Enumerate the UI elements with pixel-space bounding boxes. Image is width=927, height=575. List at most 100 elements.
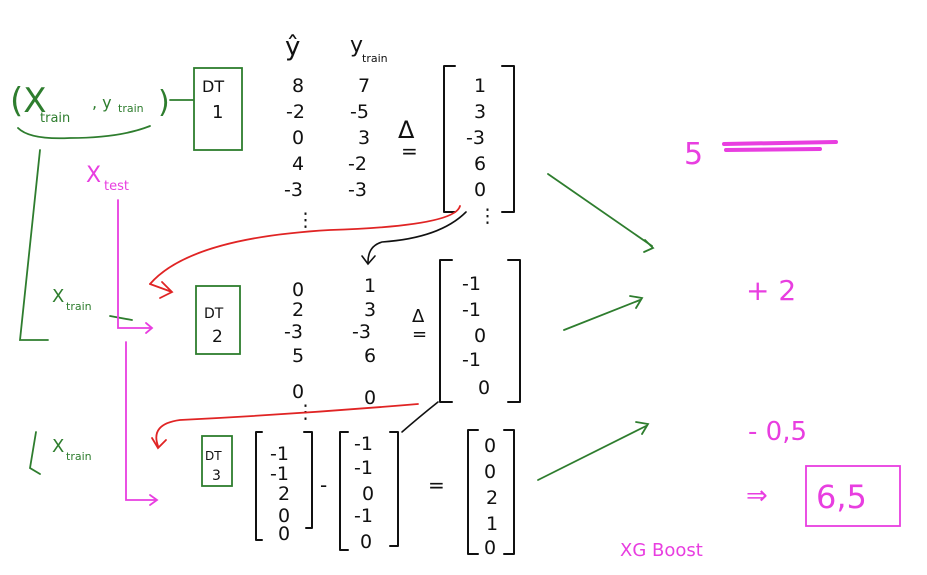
stage1-ytrain-column: 7 -5 3 -2 -3 <box>348 75 370 201</box>
stage3-a-value: 0 <box>278 505 290 527</box>
red-connector-2-arrowhead <box>151 437 167 450</box>
stage2-residual-left-bracket <box>439 259 453 403</box>
stage3-a-value: 0 <box>278 523 290 545</box>
stage3-b-value: 0 <box>362 483 374 505</box>
red-connector-2 <box>155 403 419 447</box>
stage1-output-arrowhead <box>643 239 655 253</box>
output-tree3-contribution: - 0,5 <box>748 417 807 447</box>
stage2-delta: Δ <box>412 306 425 327</box>
x-train-2-subscript: train <box>66 300 92 313</box>
stage3-result-value: 2 <box>486 487 498 509</box>
stage1-residual-right-bracket <box>501 65 515 213</box>
black-connector-1-arrowhead <box>361 255 376 266</box>
stage3-a-column: -1 -1 2 0 0 <box>270 443 290 545</box>
stage1-residual-ellipsis: ⋮ <box>478 205 497 227</box>
stage3-result-right-bracket <box>503 429 515 555</box>
output-tree2-contribution: + 2 <box>746 274 796 307</box>
stage3-b-column: -1 -1 0 -1 0 <box>354 433 374 553</box>
stage1-yhat-value: 0 <box>292 127 304 149</box>
x-test-to-dt3 <box>125 341 157 501</box>
stage1-residual-value: 3 <box>474 101 486 123</box>
x-test-dt2-arrowhead <box>145 322 154 334</box>
dt2-box: DT 2 <box>195 285 241 355</box>
stage3-a-value: 2 <box>278 483 290 505</box>
train-data-label: (X train , y train ) <box>10 81 170 126</box>
stage1-residual-value: 6 <box>474 153 486 175</box>
red-connector-1 <box>149 205 461 285</box>
stage2-target-value: 6 <box>364 345 376 367</box>
stage1-ytrain-value: -3 <box>348 179 367 201</box>
stage3-b-value: -1 <box>354 457 373 479</box>
xgboost-caption: XG Boost <box>620 540 703 561</box>
stage3-result-column: 0 0 2 1 0 <box>484 435 498 559</box>
stage3-result-left-bracket <box>467 429 479 555</box>
stage1-yhat-value: -2 <box>286 101 305 123</box>
train-open-paren-x: (X <box>10 81 47 121</box>
stage2-equals: = <box>412 324 427 345</box>
stage1-yhat-value: -3 <box>284 179 303 201</box>
stage3-a-right-bracket <box>303 431 313 529</box>
x-test-to-dt2 <box>117 199 151 329</box>
stage3-result-value: 0 <box>484 461 496 483</box>
stage1-ytrain-value: -2 <box>348 153 367 175</box>
stage3-a-value: -1 <box>270 443 289 465</box>
stage1-residual-value: 0 <box>474 179 486 201</box>
dt1-label: DT <box>202 77 224 96</box>
train-y-label: , y <box>92 93 112 112</box>
stage3-minus: - <box>320 473 327 497</box>
train-y-subscript: train <box>118 102 144 115</box>
dt3-box: DT 3 <box>201 435 233 487</box>
stage1-yhat-ellipsis: ⋮ <box>296 209 315 231</box>
stage3-result-value: 0 <box>484 537 496 559</box>
y-train-header: y <box>350 33 363 58</box>
stage2-residual-value: -1 <box>462 299 481 321</box>
x-train-2-label: X <box>52 286 64 307</box>
stage1-delta: Δ <box>398 116 415 144</box>
stage3-b-value: -1 <box>354 433 373 455</box>
dt3-number: 3 <box>212 468 221 484</box>
stage2-pred-value: -3 <box>284 321 303 343</box>
stage2-residual-column: -1 -1 0 -1 0 <box>462 273 490 399</box>
stage2-residual-value: -1 <box>462 273 481 295</box>
stage3-b-right-bracket <box>389 431 399 547</box>
stage3-output-arrowhead <box>635 421 650 435</box>
stage2-residual-value: 0 <box>474 325 486 347</box>
stage2-residual-value: 0 <box>478 377 490 399</box>
train-close-paren: ) <box>158 85 170 120</box>
stage1-residual-left-bracket <box>443 65 456 213</box>
stage3-equals: = <box>428 473 445 497</box>
red-connector-1-arrowhead <box>149 281 174 299</box>
stage2-target-value: 3 <box>364 299 376 321</box>
y-train-header-subscript: train <box>362 52 388 65</box>
x-test-dt3-arrowhead <box>149 494 159 506</box>
stage2-residual-right-bracket <box>507 259 521 403</box>
stage1-output-arrow <box>547 173 653 247</box>
x-test-label: X <box>86 163 101 188</box>
stage2-target-column: 1 3 -3 6 0 <box>352 275 376 409</box>
black-connector-1 <box>367 211 467 263</box>
stage2-pred-value: 5 <box>292 345 304 367</box>
stage1-ytrain-value: 3 <box>358 127 370 149</box>
stage1-yhat-value: 4 <box>292 153 304 175</box>
x-train-3-subscript: train <box>66 450 92 463</box>
black-connector-2 <box>401 401 439 433</box>
stage1-equals: = <box>401 139 418 163</box>
stage3-a-value: -1 <box>270 463 289 485</box>
stage2-pred-value: 0 <box>292 381 304 403</box>
stage1-residual-value: 1 <box>474 75 486 97</box>
stage1-ytrain-value: -5 <box>350 101 369 123</box>
output-implies-arrow: ⇒ <box>746 481 768 511</box>
stage2-target-value: 1 <box>364 275 376 297</box>
y-hat-header: ŷ <box>285 32 300 62</box>
stage1-yhat-column: 8 -2 0 4 -3 ⋮ <box>284 75 315 231</box>
dt2-label: DT <box>204 306 224 322</box>
x-train-2-arrow <box>109 315 133 321</box>
stage3-b-value: 0 <box>360 531 372 553</box>
dt3-label: DT <box>205 449 222 463</box>
stage3-result-value: 1 <box>486 513 498 535</box>
stage1-residual-column: 1 3 -3 6 0 ⋮ <box>466 75 497 227</box>
train-to-dt2-line <box>19 149 49 341</box>
x-test-subscript: test <box>104 179 129 194</box>
dt1-number: 1 <box>212 102 223 123</box>
